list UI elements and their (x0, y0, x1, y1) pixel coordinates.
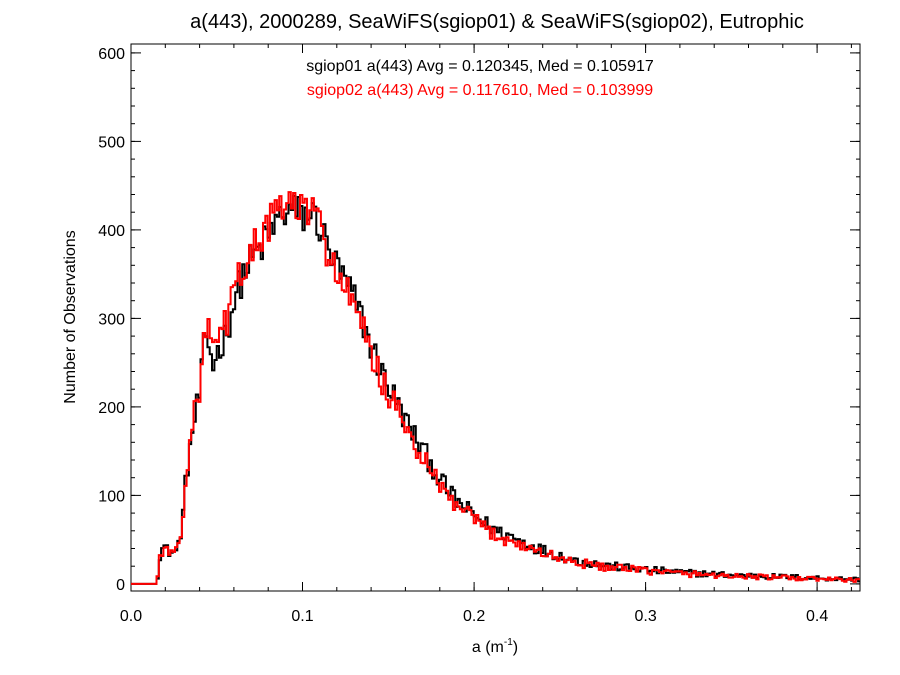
plot-frame (130, 43, 861, 592)
y-tick-label: 100 (98, 488, 125, 505)
x-tick-label: 0.4 (806, 608, 828, 625)
x-axis-label-main: a (m (472, 639, 504, 656)
x-tick-label: 0.1 (291, 608, 313, 625)
y-tick-label: 0 (116, 577, 125, 594)
series-layer (131, 191, 860, 585)
histogram-series-sgiop01 (131, 194, 860, 585)
x-tick-label: 0.0 (120, 608, 142, 625)
y-tick-label: 400 (98, 223, 125, 240)
y-axis-label: Number of Observations (62, 230, 79, 403)
x-axis-ticks: 0.0 0.1 0.2 0.3 0.4 (120, 44, 852, 625)
annotation-sgiop02: sgiop02 a(443) Avg = 0.117610, Med = 0.1… (307, 82, 653, 99)
x-axis-label-sup: -1 (504, 637, 513, 648)
plot-area (130, 43, 861, 592)
y-axis-ticks: 0 100 200 300 400 500 600 (98, 46, 860, 594)
x-tick-label: 0.2 (463, 608, 485, 625)
x-axis-label-close: ) (513, 639, 518, 656)
y-tick-label: 500 (98, 134, 125, 151)
x-axis-label: a (m-1) (472, 637, 518, 656)
y-tick-label: 300 (98, 311, 125, 328)
annotation-sgiop01: sgiop01 a(443) Avg = 0.120345, Med = 0.1… (306, 58, 654, 75)
y-tick-label: 600 (98, 46, 125, 63)
histogram-series-sgiop02 (131, 191, 860, 585)
y-tick-label: 200 (98, 400, 125, 417)
x-tick-label: 0.3 (634, 608, 656, 625)
chart-title: a(443), 2000289, SeaWiFS(sgiop01) & SeaW… (190, 11, 804, 33)
